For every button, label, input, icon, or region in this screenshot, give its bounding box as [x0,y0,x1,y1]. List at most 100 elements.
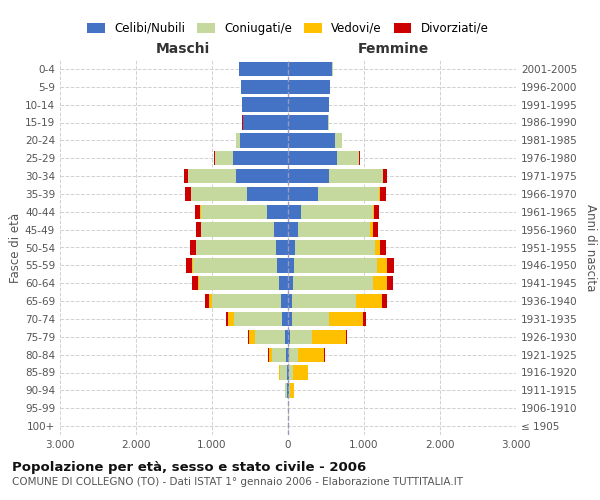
Bar [373,222,378,237]
Bar [288,330,290,344]
Bar [279,366,280,380]
Bar [288,116,328,130]
Y-axis label: Fasce di età: Fasce di età [9,212,22,282]
Bar [241,80,288,94]
Bar [288,276,293,290]
Bar [185,187,191,201]
Bar [288,169,329,183]
Bar [380,240,386,254]
Bar [294,258,377,272]
Legend: Celibi/Nubili, Coniugati/e, Vedovi/e, Divorziati/e: Celibi/Nubili, Coniugati/e, Vedovi/e, Di… [83,17,493,40]
Bar [290,383,294,398]
Bar [373,276,388,290]
Bar [236,169,288,183]
Bar [312,330,346,344]
Bar [288,151,337,166]
Text: Popolazione per età, sesso e stato civile - 2006: Popolazione per età, sesso e stato civil… [12,461,366,474]
Bar [288,98,329,112]
Bar [298,222,370,237]
Bar [202,222,274,237]
Bar [249,330,255,344]
Bar [288,312,292,326]
Bar [295,240,375,254]
Bar [287,383,288,398]
Bar [374,204,379,219]
Bar [377,258,386,272]
Bar [379,187,380,201]
Bar [337,151,359,166]
Bar [240,133,288,148]
Bar [197,276,199,290]
Bar [346,330,347,344]
Bar [188,169,236,183]
Bar [288,383,289,398]
Bar [272,348,286,362]
Bar [292,294,356,308]
Bar [209,294,212,308]
Text: Femmine: Femmine [357,42,428,56]
Bar [243,116,288,130]
Bar [289,383,290,398]
Bar [293,276,373,290]
Bar [281,294,288,308]
Bar [363,312,365,326]
Bar [289,348,298,362]
Bar [268,204,288,219]
Bar [185,258,192,272]
Bar [298,348,325,362]
Bar [288,187,317,201]
Bar [288,258,294,272]
Bar [289,366,293,380]
Bar [286,383,287,398]
Bar [277,258,288,272]
Bar [196,240,276,254]
Bar [195,204,200,219]
Bar [239,62,288,76]
Bar [386,258,394,272]
Bar [233,312,283,326]
Y-axis label: Anni di nascita: Anni di nascita [584,204,597,291]
Bar [184,169,188,183]
Bar [191,276,197,290]
Bar [233,151,288,166]
Bar [269,348,272,362]
Bar [288,133,335,148]
Bar [335,133,342,148]
Bar [228,312,233,326]
Text: COMUNE DI COLLEGNO (TO) - Dati ISTAT 1° gennaio 2006 - Elaborazione TUTTITALIA.I: COMUNE DI COLLEGNO (TO) - Dati ISTAT 1° … [12,477,463,487]
Bar [288,366,289,380]
Bar [214,151,215,166]
Bar [280,366,287,380]
Bar [191,187,247,201]
Bar [373,204,374,219]
Bar [288,204,301,219]
Bar [283,312,288,326]
Bar [293,366,308,380]
Bar [255,330,284,344]
Bar [383,169,387,183]
Bar [215,151,233,166]
Bar [288,348,289,362]
Bar [242,98,288,112]
Bar [284,330,288,344]
Bar [212,294,281,308]
Bar [288,62,332,76]
Bar [328,116,329,130]
Bar [274,222,288,237]
Bar [388,276,394,290]
Bar [242,116,243,130]
Bar [288,80,330,94]
Bar [193,258,277,272]
Bar [288,294,292,308]
Bar [276,240,288,254]
Bar [248,330,249,344]
Bar [196,222,201,237]
Bar [247,187,288,201]
Bar [290,330,312,344]
Bar [192,258,193,272]
Bar [380,187,386,201]
Bar [370,222,373,237]
Text: Maschi: Maschi [156,42,210,56]
Bar [375,240,380,254]
Bar [288,222,298,237]
